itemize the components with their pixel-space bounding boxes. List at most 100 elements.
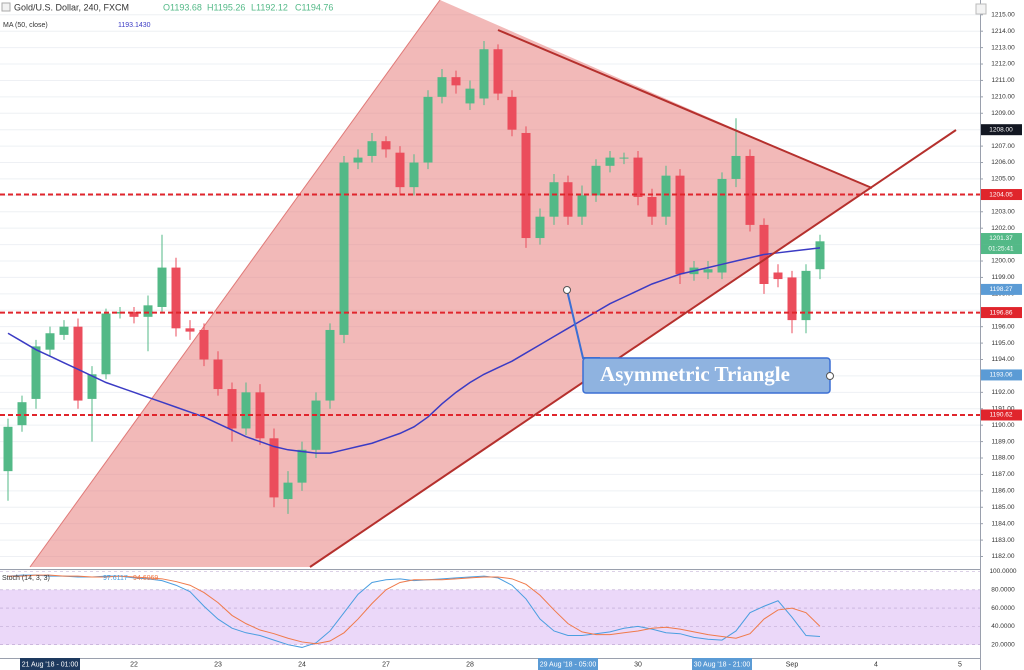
candle-body [185,328,195,332]
stoch-line [8,574,821,645]
candle-body [297,449,307,483]
y-tick-label: 1200.00 [991,258,1015,265]
chart-title: Gold/U.S. Dollar, 240, FXCM [14,2,129,12]
candle-body [773,272,783,280]
x-tick-label: 24 [298,661,306,668]
candle-body [381,141,391,150]
candle-body [325,329,335,401]
countdown: 01:25:41 [988,246,1014,253]
candle-body [647,196,657,217]
y-tick-label: 1183.00 [991,537,1014,544]
ohlc-value: O1193.68 [163,2,202,12]
price-tag-label: 1204.05 [989,191,1013,198]
candle-body [549,182,559,217]
x-tick-label: 23 [214,661,222,668]
y-tick-label: 1212.00 [991,61,1015,68]
y-tick-label: 20.0000 [991,641,1015,648]
price-tag [981,409,1022,421]
candle-body [241,392,251,429]
price-tag-label: 1190.62 [989,412,1012,419]
candle-body [507,96,517,130]
candle-body [227,389,237,429]
y-tick-label: 1188.00 [991,455,1014,462]
candle-body [605,157,615,166]
candle-body [787,277,797,321]
x-tick-label: 28 [466,661,474,668]
y-tick-label: 1209.00 [991,110,1015,117]
candle-body [143,305,153,317]
price-axis [980,0,1024,670]
candle-body [633,157,643,197]
moving-average [7,247,821,454]
y-tick-label: 1215.00 [991,11,1015,18]
y-tick-label: 1186.00 [991,488,1014,495]
x-tick-label: 27 [382,661,390,668]
y-tick-label: 1206.00 [991,159,1015,166]
y-tick-label: 1195.00 [991,340,1014,347]
stoch-band [0,589,980,645]
y-tick-label: 1211.00 [991,77,1014,84]
price-tag [981,233,1022,245]
y-tick-label: 1213.00 [991,44,1015,51]
price-tag-label: 1208.00 [989,126,1013,133]
annotation: Asymmetric Triangle [600,362,790,386]
price-tag [981,369,1022,381]
plot [0,41,980,514]
stochastic-pane [0,571,980,648]
ma-legend: MA (50, close) [3,22,48,29]
y-tick-label: 1182.00 [991,553,1014,560]
candle-body [269,438,279,498]
y-tick-label: 1192.00 [991,389,1014,396]
x-tick-label: 21 Aug '18 - 01:00 [22,661,79,668]
candle-body [535,216,545,239]
candle-body [87,374,97,399]
stoch-k-value: 97.6117 [103,575,128,582]
countdown-bg [981,244,1022,255]
time-axis [0,658,980,670]
candle-body [591,165,601,196]
candle-body [409,162,419,188]
price-tag [981,189,1022,201]
candle-body [577,195,587,217]
callout-handle [826,372,834,380]
time-label-box [538,658,598,670]
price-tag [981,283,1022,295]
stoch-d-value: 94.6069 [133,575,158,582]
y-tick-label: 1191.00 [991,405,1014,412]
candle-body [17,402,27,426]
y-tick-label: 1194.00 [991,356,1014,363]
candle-body [101,313,111,375]
candle-body [367,141,377,156]
lower-trendline [309,129,957,568]
candle-body [171,267,181,329]
candle-body [129,311,139,317]
candle-body [563,182,573,217]
price-tag [981,307,1022,319]
symbol-icon[interactable] [1,2,11,12]
time-label-box [692,658,752,670]
y-tick-label: 1187.00 [991,471,1014,478]
candle-body [815,241,825,270]
candle-body [45,333,55,350]
candle-body [157,267,167,307]
y-tick-label: 1185.00 [991,504,1014,511]
ohlc-value: C1194.76 [295,2,333,12]
y-tick-label: 1207.00 [991,143,1015,150]
y-tick-label: 60.0000 [991,605,1015,612]
candle-body [311,400,321,450]
candle-body [213,359,223,390]
candle-body [199,329,209,360]
candle-body [339,162,349,335]
candle-body [73,326,83,401]
candle-body [619,157,629,159]
y-tick-label: 40.0000 [991,623,1015,630]
axis-labels: 1182.00 1183.00 1184.00 1185.00 1186.00 1187.… [980,11,1022,648]
y-tick-label: 1190.00 [991,422,1014,429]
x-tick-label: Sep [786,661,799,668]
ma-value: 1193.1430 [118,22,151,29]
x-tick-label: 30 Aug '18 - 21:00 [694,661,751,668]
y-tick-label: 1205.00 [991,176,1015,183]
settings-button[interactable] [975,3,987,15]
